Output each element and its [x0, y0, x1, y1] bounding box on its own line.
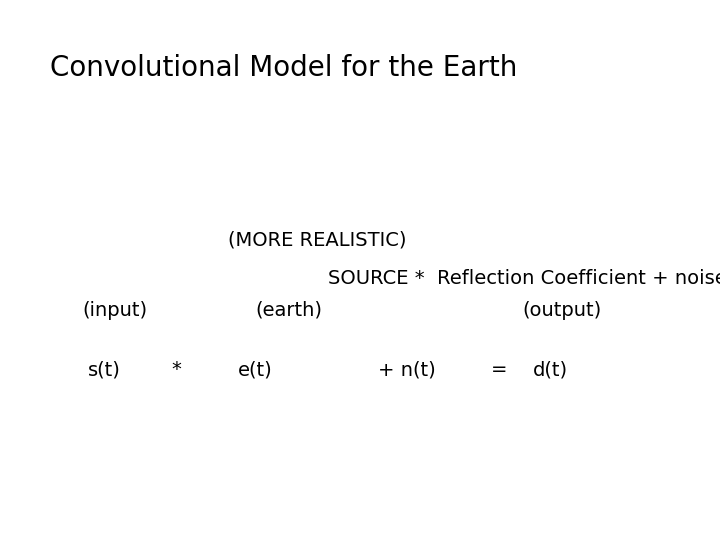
Text: =: =	[491, 360, 507, 380]
Text: e(t): e(t)	[238, 360, 273, 380]
Text: + n(t): + n(t)	[378, 360, 436, 380]
Text: SOURCE *  Reflection Coefficient + noise  = DATA: SOURCE * Reflection Coefficient + noise …	[328, 268, 720, 288]
Text: (earth): (earth)	[256, 301, 323, 320]
Text: Convolutional Model for the Earth: Convolutional Model for the Earth	[50, 54, 518, 82]
Text: *: *	[171, 360, 181, 380]
Text: (MORE REALISTIC): (MORE REALISTIC)	[228, 231, 406, 250]
Text: s(t): s(t)	[88, 360, 121, 380]
Text: d(t): d(t)	[534, 360, 568, 380]
Text: (input): (input)	[83, 301, 148, 320]
Text: (output): (output)	[522, 301, 601, 320]
